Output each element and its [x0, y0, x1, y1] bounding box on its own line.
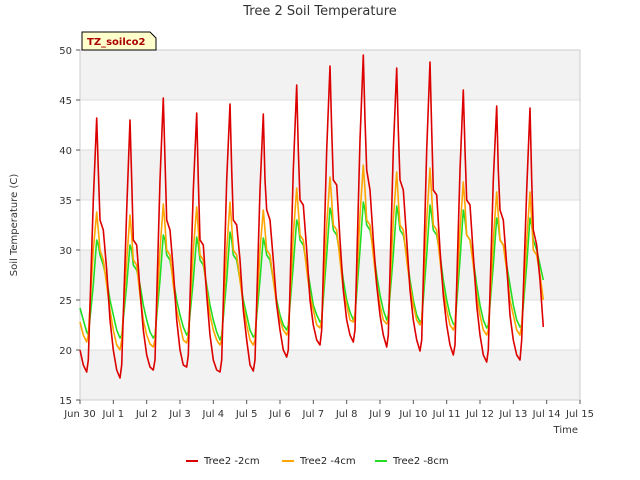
- x-tick-label: Jul 6: [268, 409, 291, 420]
- dataset-badge: TZ_soilco2: [81, 31, 157, 51]
- x-tick-label: Jul 9: [368, 409, 391, 420]
- grid-band: [80, 350, 580, 400]
- badge-box: [81, 31, 157, 51]
- x-axis-ticks: Jun 30 Jul 1 Jul 2 Jul 3 Jul 4 Jul 5 Jul 6 Jul …: [63, 400, 594, 420]
- x-tick-label: Jul 14: [532, 409, 561, 420]
- plot-frame: [79, 49, 581, 401]
- plot-bands: [80, 50, 580, 400]
- x-tick-label: Jul 13: [498, 409, 527, 420]
- y-tick-label: 15: [59, 396, 72, 407]
- x-tick-label: Jul 15: [565, 409, 594, 420]
- y-axis-label: Soil Temperature (C): [9, 174, 20, 277]
- series-layer: [79, 54, 545, 379]
- y-tick-label: 35: [59, 196, 72, 207]
- x-tick-label: Jun 30: [63, 409, 96, 420]
- x-tick-label: Jul 1: [102, 409, 125, 420]
- legend: Tree2 -2cm Tree2 -4cm Tree2 -8cm: [186, 456, 449, 467]
- x-tick-label: Jul 3: [168, 409, 191, 420]
- y-tick-label: 25: [59, 296, 72, 307]
- grid-band: [80, 150, 580, 200]
- y-tick-label: 40: [59, 146, 72, 157]
- grid-band: [80, 250, 580, 300]
- legend-label: Tree2 -8cm: [392, 456, 449, 467]
- x-tick-label: Jul 10: [398, 409, 427, 420]
- y-tick-label: 45: [59, 96, 72, 107]
- badge-label: TZ_soilco2: [87, 37, 146, 48]
- y-tick-label: 20: [59, 346, 72, 357]
- legend-label: Tree2 -2cm: [203, 456, 260, 467]
- x-tick-label: Jul 2: [135, 409, 158, 420]
- y-tick-label: 30: [59, 246, 72, 257]
- y-axis-ticks: 15 20 25 30 35 40 45 50: [59, 46, 80, 407]
- x-tick-label: Jul 7: [302, 409, 325, 420]
- x-tick-label: Jul 11: [432, 409, 461, 420]
- x-tick-label: Jul 8: [335, 409, 358, 420]
- series-line-1: [79, 54, 545, 379]
- x-axis-label: Time: [553, 425, 578, 436]
- chart-title: Tree 2 Soil Temperature: [242, 4, 397, 19]
- legend-label: Tree2 -4cm: [299, 456, 356, 467]
- x-tick-label: Jul 5: [235, 409, 258, 420]
- x-tick-label: Jul 4: [202, 409, 225, 420]
- x-tick-label: Jul 12: [465, 409, 494, 420]
- y-tick-label: 50: [59, 46, 72, 57]
